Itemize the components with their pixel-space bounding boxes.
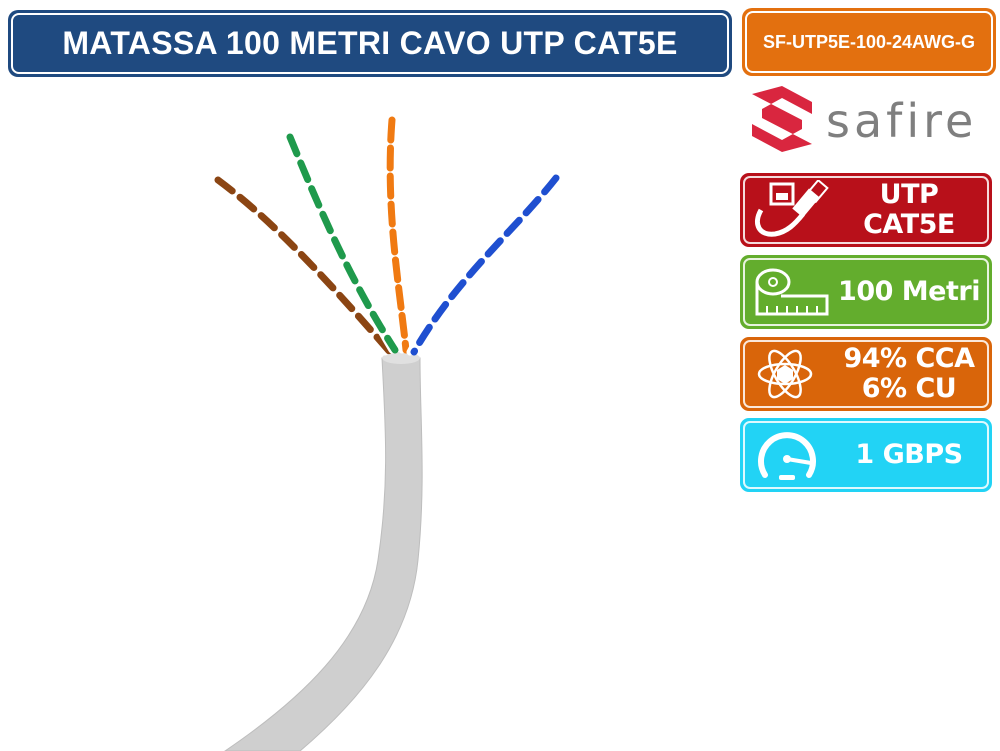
svg-text:safire: safire (826, 94, 977, 148)
measuring-tape-icon (755, 268, 829, 316)
badge-line: 6% CU (861, 373, 957, 404)
badge-text: 94% CCA 6% CU (831, 344, 987, 404)
badge-line: 94% CCA (843, 343, 975, 374)
atom-icon (757, 349, 813, 399)
sku-badge: SF-UTP5E-100-24AWG-G (742, 8, 996, 76)
title-banner: MATASSA 100 METRI CAVO UTP CAT5E (8, 10, 732, 77)
badge-speed: 1 GBPS (740, 418, 992, 492)
badge-text: 1 GBPS (855, 439, 963, 470)
badge-length: 100 Metri (740, 255, 992, 329)
badge-cable-type: UTP CAT5E (740, 173, 992, 247)
sku-text: SF-UTP5E-100-24AWG-G (745, 11, 993, 73)
cable-image (211, 116, 562, 751)
speedometer-icon (758, 432, 816, 480)
badge-material: 94% CCA 6% CU (740, 337, 992, 411)
badge-text: 100 Metri (838, 276, 980, 307)
safire-logo: safire (748, 84, 996, 154)
title-text: MATASSA 100 METRI CAVO UTP CAT5E (11, 13, 729, 74)
ethernet-cable-icon (755, 180, 829, 237)
badge-text: UTP CAT5E (863, 179, 955, 240)
